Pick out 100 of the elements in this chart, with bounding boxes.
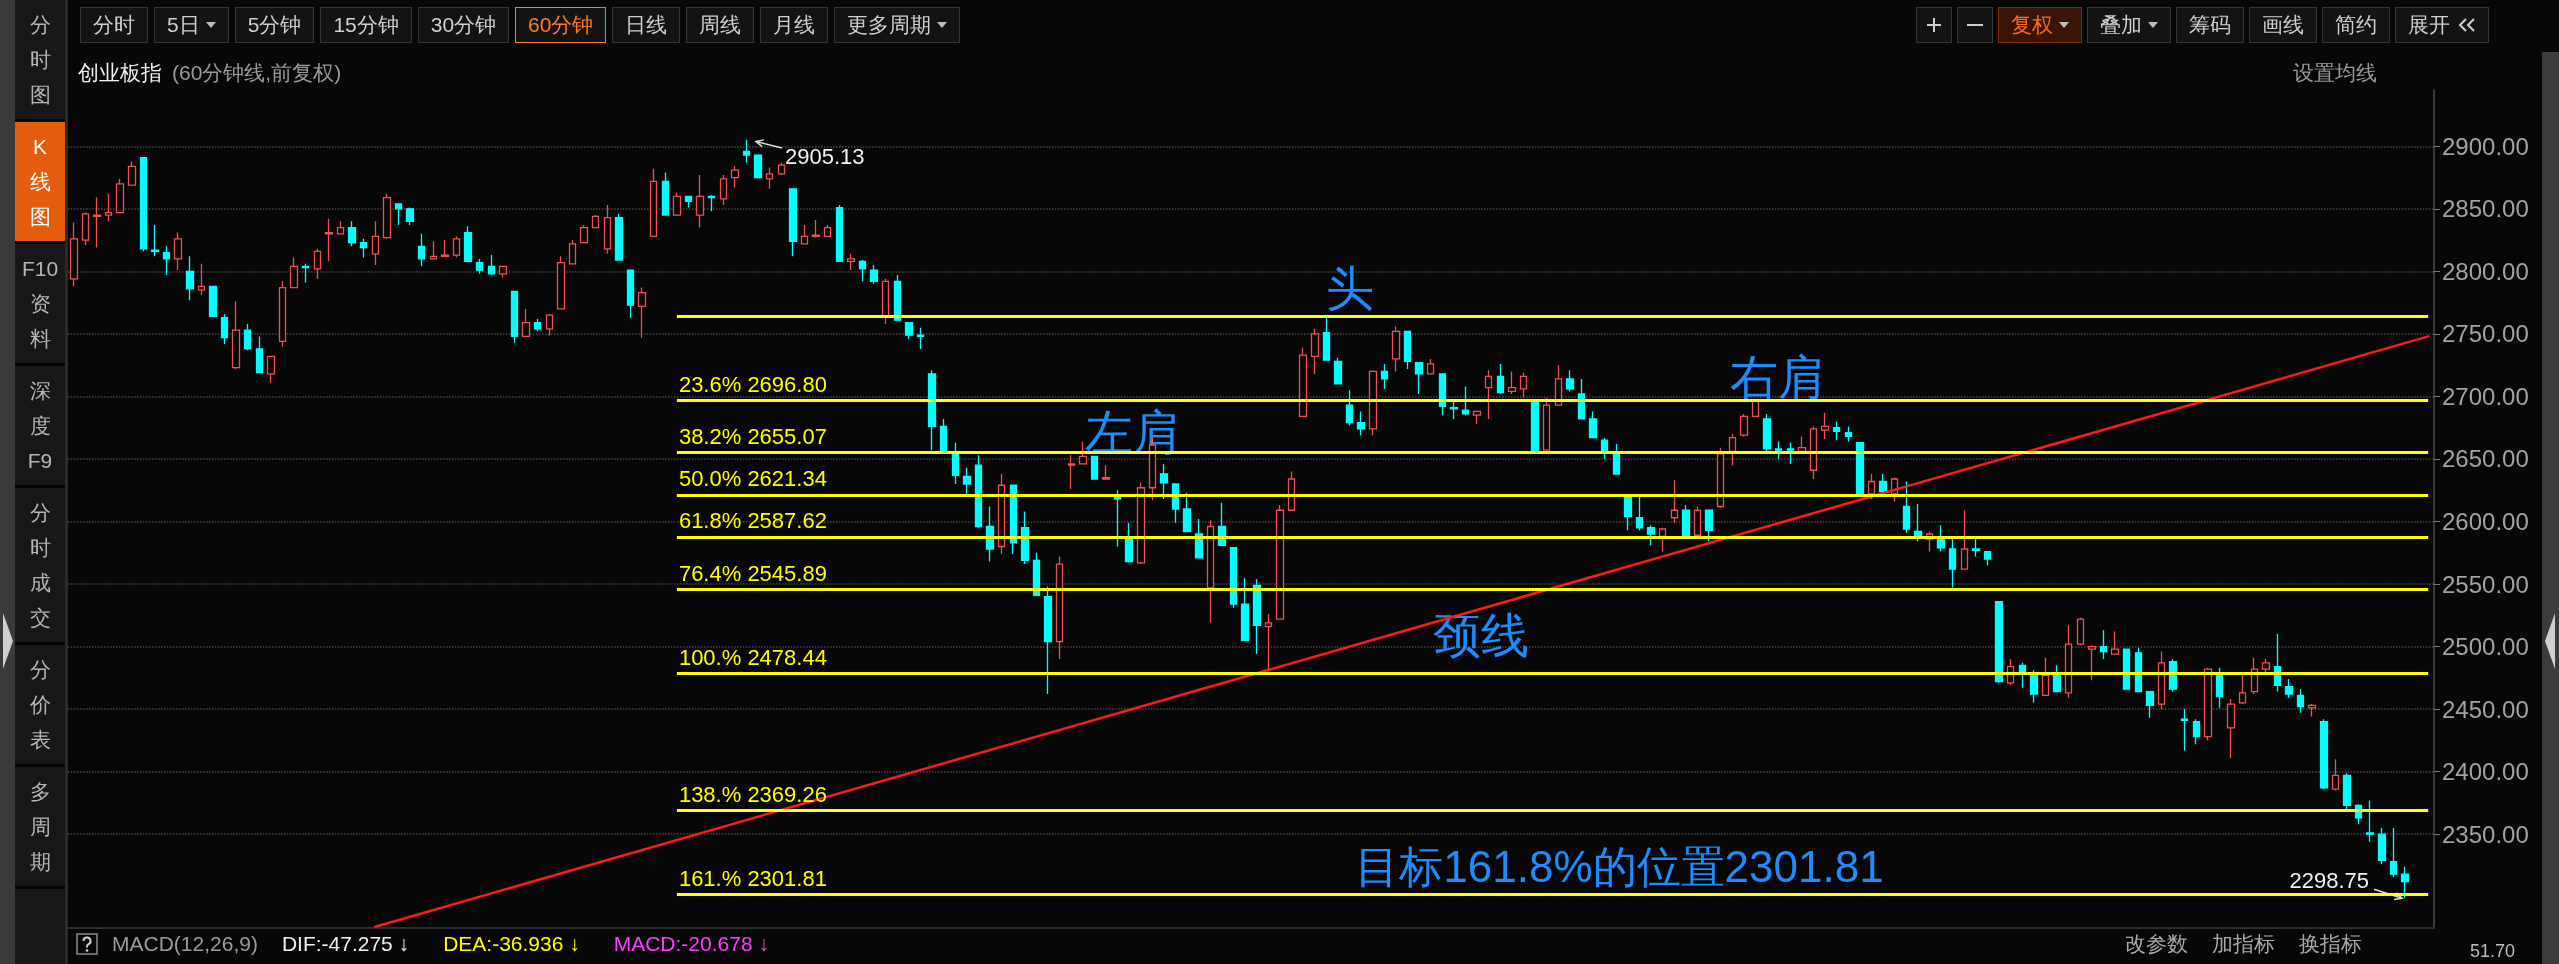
candlestick	[1774, 440, 1783, 460]
chart-title: 创业板指	[78, 60, 162, 86]
candlestick	[1681, 504, 1691, 536]
annotation: 目标161.8%的位置2301.81	[1355, 841, 1884, 891]
candlestick	[1101, 464, 1111, 480]
y-tick-label: 2750.00	[2442, 320, 2529, 348]
candlestick	[1623, 495, 1633, 531]
candlestick	[881, 278, 890, 325]
ref-line-label: 138.% 2369.26	[678, 781, 827, 807]
candlestick	[1658, 527, 1667, 553]
candlestick	[626, 269, 635, 319]
text: 更多周期	[847, 12, 932, 38]
candlestick	[2226, 698, 2236, 759]
candlestick	[2064, 624, 2073, 699]
candlestick	[2400, 866, 2410, 899]
candlestick	[1426, 358, 1435, 375]
candlestick	[1670, 479, 1679, 524]
candlestick	[939, 418, 948, 453]
candlestick	[1496, 363, 1505, 395]
candlestick	[1704, 509, 1714, 543]
candlestick	[69, 221, 79, 288]
annotation: 2905.13	[785, 144, 865, 169]
candlestick	[2145, 690, 2155, 719]
chart-subtitle: (60分钟线,前复权)	[172, 60, 342, 86]
candlestick	[1333, 357, 1343, 385]
candlestick	[614, 213, 624, 261]
ref-line-label: 100.% 2478.44	[678, 645, 827, 671]
ref-line-label: 23.6% 2696.80	[678, 371, 827, 397]
candlestick	[1206, 519, 1215, 624]
candlestick	[811, 219, 821, 239]
candlestick	[1878, 473, 1888, 495]
candlestick	[730, 165, 740, 189]
candlestick	[1855, 442, 1865, 495]
candlestick	[487, 254, 496, 276]
candlestick	[452, 235, 461, 259]
y-tick-label: 2550.00	[2442, 570, 2529, 598]
candlestick	[916, 326, 925, 350]
text: 深度F9	[27, 378, 53, 474]
text: 分价表	[29, 657, 51, 753]
text: MACD:-20.678 ↓	[613, 931, 769, 957]
candlestick	[2296, 688, 2305, 714]
candlestick	[788, 188, 798, 257]
candlestick	[208, 285, 218, 318]
candlestick	[1472, 410, 1482, 425]
candlestick	[1832, 420, 1841, 441]
candlestick	[672, 191, 682, 216]
candlestick	[1368, 370, 1378, 436]
candlestick	[2331, 758, 2340, 792]
candlestick	[545, 313, 554, 336]
text: DIF:-47.275 ↓	[281, 931, 410, 957]
candlestick	[1356, 410, 1366, 436]
text: 简约	[2335, 12, 2377, 38]
text: 换指标	[2299, 931, 2362, 957]
candlestick	[2342, 772, 2352, 810]
candlestick	[255, 335, 264, 374]
text: 复权	[2011, 12, 2053, 38]
candlestick	[1264, 613, 1273, 673]
candlestick	[2041, 657, 2050, 697]
candlestick	[649, 168, 658, 237]
candlestick	[893, 274, 902, 321]
candlestick	[603, 204, 612, 255]
candlestick	[1983, 550, 1992, 566]
candlestick	[2307, 703, 2317, 718]
candlestick	[2029, 669, 2039, 704]
candlestick	[1519, 372, 1528, 399]
candlestick	[1252, 578, 1262, 655]
ref-line-label: 50.0% 2621.34	[678, 466, 827, 492]
ref-line-label: 38.2% 2655.07	[678, 424, 827, 450]
candlestick	[579, 224, 589, 244]
candlestick	[2099, 629, 2108, 660]
candlestick	[753, 154, 763, 179]
candlestick	[220, 313, 229, 345]
ref-line-label: 61.8% 2587.62	[678, 508, 827, 534]
candlestick	[533, 318, 542, 333]
candlestick	[661, 171, 670, 216]
candlestick	[1960, 509, 1969, 570]
candlestick	[1542, 397, 1551, 451]
text: 周线	[699, 12, 742, 38]
candlestick	[1345, 389, 1354, 426]
candlestick	[394, 203, 403, 226]
candlestick	[278, 280, 287, 348]
candlestick	[405, 206, 415, 226]
candlestick	[1287, 470, 1296, 511]
candlestick	[1530, 400, 1540, 453]
candlestick	[1867, 473, 1876, 500]
candlestick	[2389, 827, 2398, 878]
candlestick	[336, 220, 345, 235]
candlestick	[371, 220, 380, 266]
candlestick	[2157, 650, 2166, 710]
candlestick	[858, 259, 867, 283]
candlestick	[1310, 328, 1320, 375]
candlestick	[556, 255, 566, 310]
candlestick	[1055, 555, 1064, 660]
candlestick	[1322, 316, 1331, 361]
candlestick	[684, 195, 693, 209]
candlestick	[1739, 413, 1749, 438]
text: 分时成交	[29, 500, 51, 631]
text: 画线	[2262, 12, 2304, 38]
candlestick	[1762, 413, 1772, 453]
candlestick	[2052, 664, 2062, 693]
